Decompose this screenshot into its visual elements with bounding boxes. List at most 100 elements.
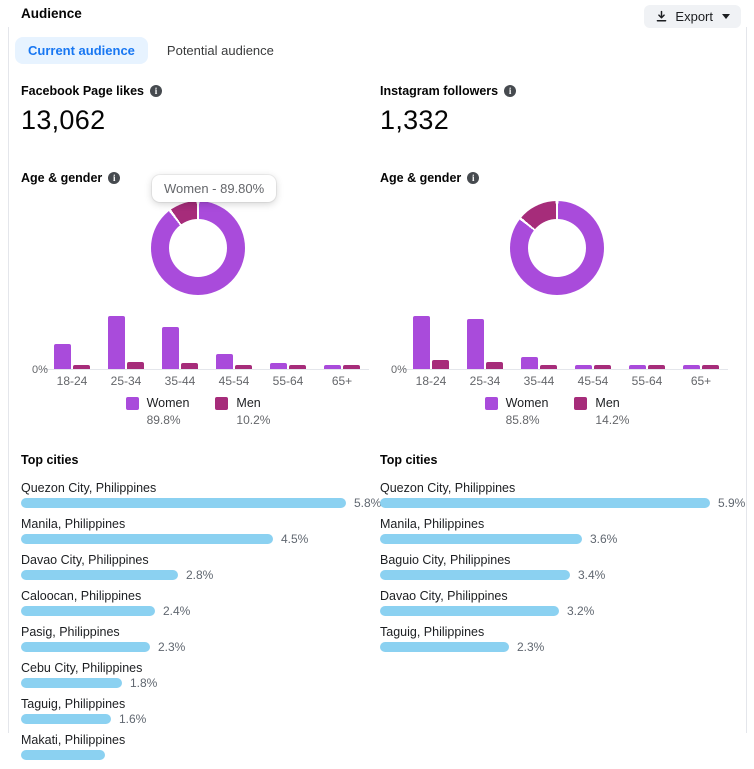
- legend-men-pct: 10.2%: [236, 413, 271, 427]
- top-cities-list: Quezon City, Philippines 5.9% Manila, Phil…: [380, 481, 745, 654]
- page-title: Audience: [21, 6, 82, 21]
- city-name: Quezon City, Philippines: [21, 481, 157, 495]
- age-bar-women[interactable]: [467, 319, 484, 369]
- age-bar-men[interactable]: [127, 362, 144, 369]
- city-name: Taguig, Philippines: [380, 625, 485, 639]
- age-bar-women[interactable]: [162, 327, 179, 369]
- age-tick-label: 18-24: [56, 374, 88, 388]
- age-bar-women[interactable]: [413, 316, 430, 369]
- age-bar-women[interactable]: [521, 357, 538, 369]
- age-bar-women[interactable]: [270, 363, 287, 369]
- age-gender-bar-chart[interactable]: 0%: [391, 308, 728, 376]
- tab-potential-audience[interactable]: Potential audience: [166, 43, 274, 58]
- age-gender-title: Age & gender: [380, 170, 462, 185]
- city-bar: [380, 642, 509, 652]
- city-name: Baguio City, Philippines: [380, 553, 511, 567]
- city-row: Baguio City, Philippines 3.4%: [380, 553, 734, 581]
- legend-item-women: Women 89.8%: [125, 396, 189, 427]
- age-bar-men[interactable]: [540, 365, 557, 369]
- city-pct-label: 2.3%: [158, 640, 186, 654]
- legend-item-men: Men 10.2%: [215, 396, 270, 427]
- age-bar-men[interactable]: [702, 365, 719, 369]
- panel-left-border: [8, 27, 9, 733]
- city-bar: [380, 570, 570, 580]
- download-icon: [655, 10, 668, 23]
- age-bar-women[interactable]: [629, 365, 646, 369]
- age-tick-label: 25-34: [469, 374, 501, 388]
- age-bar-women[interactable]: [324, 365, 341, 369]
- city-bar-row: 1.6%: [21, 713, 375, 725]
- top-cities-list: Quezon City, Philippines 5.8% Manila, Phil…: [21, 481, 381, 760]
- age-bar-women[interactable]: [683, 365, 700, 369]
- city-name: Cebu City, Philippines: [21, 661, 143, 675]
- city-pct-label: 2.8%: [186, 568, 214, 582]
- age-gender-title: Age & gender: [21, 170, 103, 185]
- export-button[interactable]: Export: [644, 5, 741, 28]
- city-row: Cebu City, Philippines 1.8%: [21, 661, 375, 690]
- age-tick-label: 65+: [690, 374, 712, 388]
- city-name: Manila, Philippines: [21, 517, 126, 531]
- donut-tooltip: Women - 89.80%: [152, 175, 277, 202]
- legend-men-label: Men: [236, 396, 261, 410]
- city-pct-label: 5.9%: [718, 496, 746, 510]
- age-tick-label: 45-54: [218, 374, 250, 388]
- age-gender-bar-chart[interactable]: 0%: [32, 308, 369, 376]
- city-bar: [380, 534, 582, 544]
- city-row: Caloocan, Philippines 2.4%: [21, 589, 375, 618]
- age-bar-men[interactable]: [432, 360, 449, 369]
- city-bar-row: 1.8%: [21, 676, 375, 690]
- info-icon[interactable]: i: [467, 171, 480, 184]
- age-bar-men[interactable]: [343, 365, 360, 369]
- city-bar-row: 4.5%: [21, 533, 375, 545]
- instagram-followers-label: Instagram followers: [380, 83, 499, 98]
- info-icon[interactable]: i: [504, 84, 517, 97]
- age-tick-label: 45-54: [577, 374, 609, 388]
- age-group: [458, 308, 512, 369]
- age-group: [512, 308, 566, 369]
- age-bar-women[interactable]: [54, 344, 71, 369]
- legend-women-pct: 85.8%: [505, 413, 540, 427]
- age-bar-women[interactable]: [575, 365, 592, 369]
- city-pct-label: 2.3%: [517, 640, 545, 654]
- topbar: Audience Export: [0, 0, 754, 28]
- age-group: [315, 308, 369, 369]
- city-row: Quezon City, Philippines 5.9%: [380, 481, 745, 509]
- city-bar-row: 3.6%: [380, 533, 734, 545]
- tab-current-audience[interactable]: Current audience: [15, 37, 148, 64]
- age-tick-label: 35-44: [164, 374, 196, 388]
- city-bar: [21, 678, 122, 688]
- audience-content: Facebook Page likes i 13,062 Age & gende…: [0, 64, 754, 769]
- facebook-panel: Facebook Page likes i 13,062 Age & gende…: [21, 83, 381, 769]
- age-bar-men[interactable]: [486, 362, 503, 369]
- facebook-likes-label-row: Facebook Page likes i: [21, 83, 375, 98]
- age-bar-men[interactable]: [73, 365, 90, 369]
- age-bar-men[interactable]: [235, 365, 252, 369]
- age-group: [99, 308, 153, 369]
- age-gender-title-row: Age & gender i: [21, 170, 375, 185]
- city-bar-row: 3.2%: [380, 605, 734, 617]
- city-row: Taguig, Philippines 1.6%: [21, 697, 375, 725]
- instagram-followers-label-row: Instagram followers i: [380, 83, 734, 98]
- age-gender-donut[interactable]: [151, 201, 245, 295]
- age-group: [404, 308, 458, 369]
- instagram-panel: Instagram followers i 1,332 Age & gender…: [380, 83, 745, 769]
- info-icon[interactable]: i: [149, 84, 162, 97]
- age-bar-men[interactable]: [289, 365, 306, 369]
- city-pct-label: 2.4%: [163, 604, 191, 618]
- age-tick-label: 18-24: [415, 374, 447, 388]
- age-bar-men[interactable]: [181, 363, 198, 369]
- age-bar-women[interactable]: [108, 316, 125, 369]
- age-tick-label: 25-34: [110, 374, 142, 388]
- city-row: Makati, Philippines: [21, 733, 375, 760]
- city-name: Pasig, Philippines: [21, 625, 120, 639]
- city-name: Davao City, Philippines: [21, 553, 149, 567]
- age-bar-women[interactable]: [216, 354, 233, 369]
- info-icon[interactable]: i: [108, 171, 121, 184]
- age-gender-donut[interactable]: [510, 201, 604, 295]
- city-pct-label: 1.8%: [130, 676, 158, 690]
- age-bar-men[interactable]: [648, 365, 665, 369]
- age-group: [153, 308, 207, 369]
- women-swatch: [484, 397, 498, 410]
- age-bar-men[interactable]: [594, 365, 611, 369]
- city-bar: [380, 606, 559, 616]
